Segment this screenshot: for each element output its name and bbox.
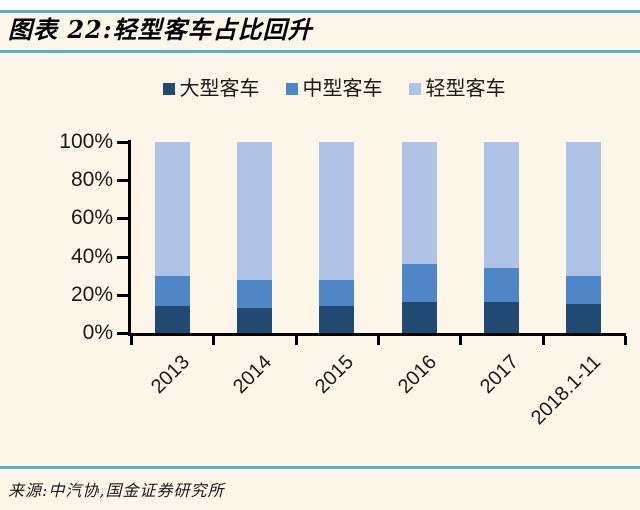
legend-swatch-light-bus-icon [408, 83, 421, 95]
legend-swatch-large-bus-icon [162, 83, 175, 95]
bar-segment-2013-中型客车 [154, 275, 190, 307]
bar-segment-2014-中型客车 [237, 279, 272, 309]
y-axis-tick [117, 217, 128, 221]
bar-segment-2016-轻型客车 [401, 142, 437, 265]
y-axis-ticks [117, 141, 128, 335]
legend-item-medium-bus: 中型客车 [285, 78, 383, 100]
x-axis-tick [623, 336, 627, 345]
legend-label-light-bus: 轻型客车 [425, 78, 506, 100]
bar-segment-2018.1-11-轻型客车 [566, 142, 602, 276]
figure-title: 图表 22:轻型客车占比回升 [8, 15, 313, 44]
y-axis-tick [117, 141, 128, 144]
x-axis-tick [212, 336, 216, 345]
x-axis-tick [294, 336, 298, 345]
legend-label-medium-bus: 中型客车 [302, 78, 383, 100]
x-axis-label-2014: 2014 [229, 351, 277, 399]
bar-segment-2017-中型客车 [484, 268, 519, 303]
divider-line-under-title [0, 50, 640, 53]
legend-item-light-bus: 轻型客车 [408, 78, 506, 100]
y-axis-tick-label: 100% [59, 130, 113, 153]
y-axis-tick-label: 80% [70, 168, 113, 192]
bar-segment-2017-轻型客车 [484, 142, 519, 269]
x-axis-ticks [130, 336, 627, 345]
plot-area [131, 142, 625, 333]
x-axis-label-2015: 2015 [311, 351, 359, 399]
top-white-strip [0, 0, 640, 10]
y-axis-line [128, 140, 131, 336]
legend-item-large-bus: 大型客车 [162, 78, 260, 100]
legend-label-large-bus: 大型客车 [179, 78, 260, 100]
bar-segment-2015-轻型客车 [319, 142, 355, 280]
x-axis-tick [376, 336, 380, 345]
bar-segment-2018.1-11-中型客车 [566, 275, 602, 305]
y-axis-labels: 100% 80% 60% 40% 20% 0% [0, 131, 113, 344]
bar-segment-2013-大型客车 [154, 306, 190, 333]
bar-segment-2018.1-11-大型客车 [566, 304, 602, 333]
x-axis-tick [459, 336, 463, 345]
y-axis-tick-label: 40% [70, 244, 113, 268]
x-axis-label-2017: 2017 [476, 351, 524, 399]
x-axis-label-2018.1-11: 2018.1-11 [527, 351, 606, 430]
bar-segment-2014-大型客车 [237, 308, 272, 333]
bar-segment-2016-大型客车 [401, 302, 437, 333]
x-axis-tick [130, 336, 133, 345]
x-axis-label-2013: 2013 [146, 351, 194, 399]
bar-segment-2015-中型客车 [319, 279, 355, 307]
y-axis-tick-label: 60% [70, 206, 113, 230]
source-note: 来源:中汽协,国金证券研究所 [8, 481, 225, 500]
x-axis-tick [541, 336, 545, 345]
x-axis-line [128, 333, 626, 336]
divider-line-bottom [0, 466, 640, 469]
y-axis-tick [117, 255, 128, 259]
bar-segment-2013-轻型客车 [154, 142, 190, 276]
bar-segment-2014-轻型客车 [237, 142, 272, 280]
y-axis-tick-label: 0% [82, 320, 113, 344]
chart-legend: 大型客车 中型客车 轻型客车 [14, 78, 640, 100]
y-axis-tick [117, 293, 128, 297]
divider-line-top [0, 10, 640, 13]
x-axis-labels: 2013 2014 2015 2016 2017 2018.1-11 [0, 351, 640, 461]
bar-segment-2015-大型客车 [319, 306, 355, 333]
y-axis-tick [117, 179, 128, 183]
bar-segment-2017-大型客车 [484, 302, 519, 333]
legend-swatch-medium-bus-icon [285, 83, 298, 95]
x-axis-label-2016: 2016 [393, 351, 441, 399]
y-axis-tick [117, 331, 128, 335]
y-axis-tick-label: 20% [70, 282, 113, 306]
bar-segment-2016-中型客车 [401, 264, 437, 303]
